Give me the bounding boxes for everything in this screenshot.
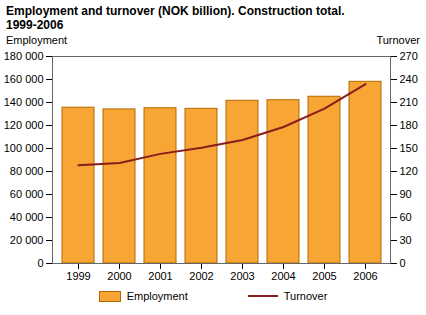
svg-text:60 000: 60 000 xyxy=(10,188,44,200)
svg-text:30: 30 xyxy=(400,234,412,246)
html-text:Turnover: Turnover xyxy=(283,290,328,302)
svg-text:150: 150 xyxy=(400,142,418,154)
html-text:Turnover: Turnover xyxy=(376,34,420,46)
svg-text:90: 90 xyxy=(400,188,412,200)
svg-text:160 000: 160 000 xyxy=(4,73,44,85)
svg-text:20 000: 20 000 xyxy=(10,234,44,246)
svg-text:210: 210 xyxy=(400,96,418,108)
html-text:Employment and turnover (NOK b: Employment and turnover (NOK billion). C… xyxy=(6,4,345,32)
svg-text:140 000: 140 000 xyxy=(4,96,44,108)
svg-text:2006: 2006 xyxy=(353,270,377,282)
svg-text:120: 120 xyxy=(400,165,418,177)
svg-text:270: 270 xyxy=(400,50,418,62)
svg-text:240: 240 xyxy=(400,73,418,85)
svg-text:2005: 2005 xyxy=(312,270,336,282)
svg-text:2001: 2001 xyxy=(148,270,172,282)
svg-text:180: 180 xyxy=(400,119,418,131)
html-text:Employment: Employment xyxy=(126,290,188,302)
svg-text:2003: 2003 xyxy=(230,270,254,282)
svg-text:80 000: 80 000 xyxy=(10,165,44,177)
svg-text:2000: 2000 xyxy=(107,270,131,282)
svg-text:0: 0 xyxy=(37,257,43,269)
svg-text:40 000: 40 000 xyxy=(10,211,44,223)
svg-text:120 000: 120 000 xyxy=(4,119,44,131)
svg-text:60: 60 xyxy=(400,211,412,223)
svg-text:100 000: 100 000 xyxy=(4,142,44,154)
svg-text:0: 0 xyxy=(400,257,406,269)
html-text:Employment: Employment xyxy=(6,34,68,46)
svg-text:2002: 2002 xyxy=(189,270,213,282)
svg-text:2004: 2004 xyxy=(271,270,295,282)
svg-text:1999: 1999 xyxy=(66,270,90,282)
svg-text:180 000: 180 000 xyxy=(4,50,44,62)
